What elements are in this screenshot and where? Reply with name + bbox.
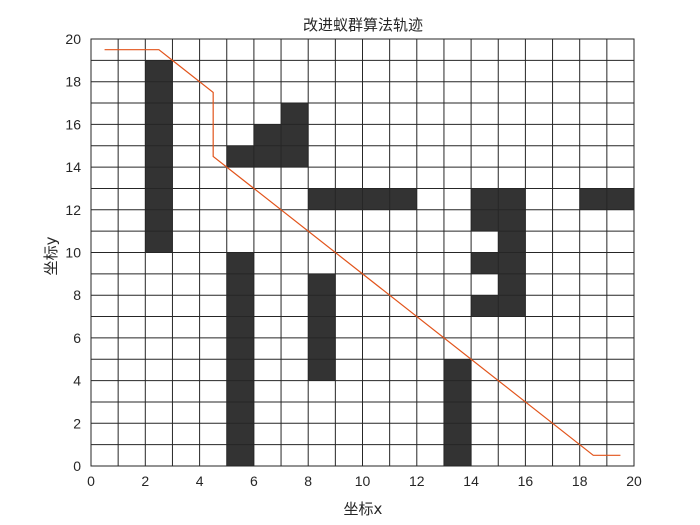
obstacle-cell: [281, 124, 309, 146]
obstacle-cell: [145, 209, 173, 232]
path-line: [104, 49, 621, 456]
x-tick-label: 2: [141, 473, 149, 489]
x-tick-label: 12: [409, 473, 425, 489]
plot-area: 0 2 4 6 8 10 12 14 16 18 20 0 2 4 6 8 10 12 14 16 18 20: [65, 31, 642, 489]
obstacle-cell: [498, 295, 526, 317]
grid-layer: [90, 38, 635, 467]
ticks-layer: 0 2 4 6 8 10 12 14 16 18 20 0 2 4 6 8 10 12 14 16 18 20: [65, 31, 642, 489]
y-tick-label: 0: [73, 458, 81, 474]
obstacle-cell: [498, 252, 526, 274]
obstacle-cell: [226, 295, 254, 317]
obstacle-cell: [443, 380, 472, 402]
obstacle-cell: [145, 81, 173, 104]
obstacle-cell: [389, 188, 417, 210]
obstacle-cell: [226, 316, 254, 338]
x-axis-label: 坐标x: [344, 500, 383, 518]
obstacle-cell: [498, 188, 526, 210]
axes-box: [90, 38, 635, 467]
y-tick-label: 20: [65, 31, 81, 47]
obstacle-cell: [145, 188, 173, 210]
x-tick-label: 4: [196, 473, 204, 489]
x-tick-label: 18: [572, 473, 588, 489]
obstacle-cell: [226, 401, 254, 424]
obstacles-layer: [145, 60, 634, 466]
x-tick-label: 8: [304, 473, 312, 489]
obstacle-cell: [471, 252, 499, 274]
obstacle-cell: [145, 145, 173, 168]
obstacle-cell: [498, 273, 526, 296]
obstacle-cell: [308, 188, 336, 210]
obstacle-cell: [226, 145, 254, 168]
obstacle-cell: [471, 209, 499, 232]
obstacle-cell: [606, 188, 634, 210]
y-tick-label: 12: [65, 202, 81, 218]
chart-title: 改进蚁群算法轨迹: [303, 16, 423, 34]
obstacle-cell: [145, 167, 173, 189]
x-tick-label: 16: [518, 473, 534, 489]
obstacle-cell: [226, 444, 254, 466]
obstacle-cell: [281, 145, 309, 168]
y-tick-label: 18: [65, 74, 81, 90]
obstacle-cell: [443, 444, 472, 466]
obstacle-cell: [498, 209, 526, 232]
y-tick-label: 2: [73, 415, 81, 431]
obstacle-cell: [145, 231, 173, 253]
obstacle-cell: [226, 423, 254, 445]
obstacle-cell: [471, 188, 499, 210]
obstacle-cell: [308, 273, 336, 296]
obstacle-cell: [443, 401, 472, 424]
x-tick-label: 10: [355, 473, 371, 489]
obstacle-cell: [498, 231, 526, 253]
path-layer: [104, 49, 621, 456]
obstacle-cell: [226, 380, 254, 402]
obstacle-cell: [443, 359, 472, 381]
y-axis-label: 坐标y: [42, 236, 60, 275]
obstacle-cell: [145, 124, 173, 146]
x-tick-label: 0: [87, 473, 95, 489]
obstacle-cell: [362, 188, 390, 210]
y-tick-label: 10: [65, 245, 81, 261]
obstacle-cell: [308, 316, 336, 338]
obstacle-cell: [443, 423, 472, 445]
y-tick-label: 4: [73, 373, 81, 389]
y-tick-label: 8: [73, 287, 81, 303]
x-tick-label: 20: [626, 473, 642, 489]
obstacle-cell: [308, 337, 336, 360]
y-tick-label: 6: [73, 330, 81, 346]
y-tick-label: 16: [65, 116, 81, 132]
obstacle-cell: [145, 103, 173, 125]
obstacle-cell: [335, 188, 363, 210]
x-tick-label: 6: [250, 473, 258, 489]
obstacle-cell: [226, 252, 254, 274]
obstacle-cell: [145, 60, 173, 82]
obstacle-cell: [308, 359, 336, 381]
obstacle-cell: [253, 124, 282, 146]
obstacle-cell: [308, 295, 336, 317]
obstacle-cell: [253, 145, 282, 168]
obstacle-cell: [226, 359, 254, 381]
obstacle-cell: [579, 188, 607, 210]
obstacle-cell: [226, 337, 254, 360]
y-tick-label: 14: [65, 159, 81, 175]
obstacle-cell: [281, 103, 309, 125]
obstacle-cell: [226, 273, 254, 296]
x-tick-label: 14: [463, 473, 479, 489]
obstacle-cell: [471, 295, 499, 317]
